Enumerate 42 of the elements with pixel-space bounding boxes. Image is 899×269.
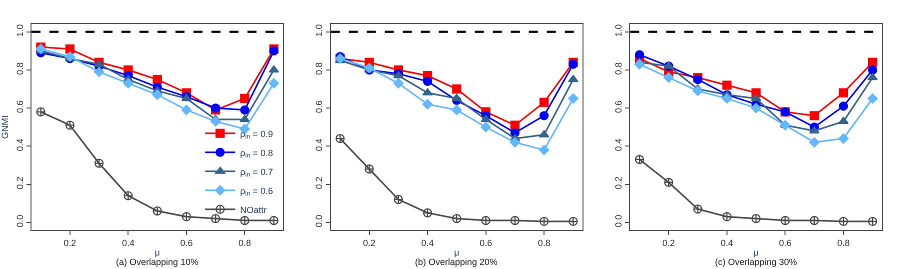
y-tick-label: 1.0 — [614, 24, 624, 37]
legend-label: NOattr — [240, 204, 267, 215]
text: (c) Overlapping 30% — [715, 257, 798, 267]
text: (b) Overlapping 20% — [415, 257, 498, 267]
y-tick-label: 1.0 — [14, 24, 25, 37]
legend-label: ρ$_{in}$ = 0.7 — [240, 166, 273, 179]
y-tick-label: 0.4 — [14, 138, 25, 152]
y-tick-label: 0.8 — [14, 62, 25, 75]
x-tick-label: 0.6 — [180, 238, 193, 248]
y-tick-label: 0.6 — [14, 100, 25, 113]
y-tick-label: 1.0 — [314, 24, 324, 37]
legend-label: ρ$_{in}$ = 0.6 — [240, 186, 273, 198]
y-tick-label: 0.4 — [314, 138, 324, 152]
y-axis-title: GNMI — [0, 115, 10, 139]
x-tick-label: 0.6 — [778, 238, 792, 248]
x-tick-label: 0.4 — [122, 238, 134, 248]
legend-label: ρ$_{in}$ = 0.9 — [240, 128, 273, 141]
y-tick-label: 0.4 — [614, 138, 624, 152]
y-tick-label: 0.0 — [314, 214, 324, 228]
x-axis-title: μ — [753, 248, 759, 258]
text: (a) Overlapping 10% — [116, 257, 199, 267]
x-tick-label: 0.2 — [64, 238, 76, 248]
x-tick-label: 0.8 — [837, 238, 850, 248]
y-tick-label: 0.2 — [314, 176, 324, 190]
x-tick-label: 0.2 — [363, 238, 376, 248]
legend-label: ρ$_{in}$ = 0.8 — [240, 148, 273, 160]
y-tick-label: 0.6 — [614, 100, 624, 113]
y-tick-label: 0.6 — [314, 100, 324, 113]
x-tick-label: 0.8 — [238, 238, 251, 248]
y-tick-label: 0.8 — [614, 62, 624, 75]
x-tick-label: 0.8 — [538, 238, 550, 248]
y-tick-label: 0.8 — [314, 62, 324, 75]
x-axis-title: μ — [454, 248, 460, 258]
x-tick-label: 0.2 — [662, 238, 675, 248]
x-tick-label: 0.6 — [480, 238, 492, 248]
y-tick-label: 0.0 — [14, 214, 25, 228]
x-tick-label: 0.4 — [421, 238, 434, 248]
y-tick-label: 0.2 — [14, 176, 25, 190]
x-axis-title: μ — [154, 248, 160, 258]
y-tick-label: 0.0 — [614, 214, 624, 228]
y-tick-label: 0.2 — [614, 176, 624, 190]
x-tick-label: 0.4 — [720, 238, 734, 248]
